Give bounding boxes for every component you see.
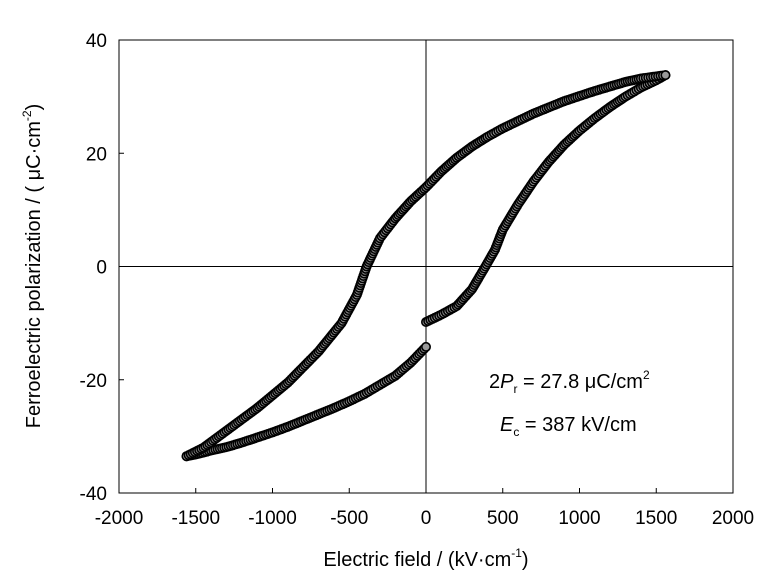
ec-annotation: Ec = 387 kV/cm bbox=[500, 414, 637, 439]
y-tick-label: -20 bbox=[80, 371, 107, 392]
x-axis-label-close: ) bbox=[522, 549, 529, 571]
ec-subscript: c bbox=[513, 425, 519, 439]
lower-left-branch-point bbox=[420, 341, 431, 352]
ec-value: = 387 kV/cm bbox=[519, 414, 636, 436]
y-tick-label: 20 bbox=[86, 144, 107, 165]
pr-subscript: r bbox=[513, 382, 517, 396]
y-tick-label: 40 bbox=[86, 31, 107, 52]
y-axis-label-main: Ferroelectric polarization / ( μC·cm bbox=[23, 121, 45, 428]
x-tick-label: -2000 bbox=[95, 508, 144, 529]
pr-symbol: P bbox=[500, 371, 514, 393]
y-tick-label: -40 bbox=[80, 484, 107, 505]
x-tick-label: -1500 bbox=[171, 508, 220, 529]
y-ticks: -40 -20 0 20 40 bbox=[80, 31, 124, 505]
ec-symbol: E bbox=[500, 414, 514, 436]
y-axis-label-close: ) bbox=[23, 104, 45, 111]
x-axis-label: Electric field / (kV·cm-1) bbox=[323, 546, 528, 571]
y-axis-label-sup: -2 bbox=[20, 110, 34, 121]
x-axis-label-sup: -1 bbox=[511, 546, 522, 560]
x-tick-label: 500 bbox=[487, 508, 519, 529]
x-tick-label: 2000 bbox=[712, 508, 754, 529]
pr-value: = 27.8 μC/cm bbox=[517, 371, 642, 393]
data-points bbox=[181, 70, 671, 462]
x-tick-label: -1000 bbox=[248, 508, 297, 529]
pr-superscript: 2 bbox=[643, 368, 650, 382]
upper-branch-point bbox=[660, 70, 671, 81]
x-tick-label: 1500 bbox=[635, 508, 677, 529]
x-tick-label: 0 bbox=[421, 508, 432, 529]
pr-prefix: 2 bbox=[489, 371, 500, 393]
x-tick-label: 1000 bbox=[558, 508, 600, 529]
y-axis-label: Ferroelectric polarization / ( μC·cm-2) bbox=[20, 104, 45, 429]
x-axis-label-main: Electric field / (kV·cm bbox=[323, 549, 511, 571]
y-tick-label: 0 bbox=[96, 258, 107, 279]
x-tick-label: -500 bbox=[330, 508, 368, 529]
x-ticks: -2000 -1500 -1000 -500 0 500 1000 1500 2000 bbox=[95, 488, 754, 529]
pr-annotation: 2Pr = 27.8 μC/cm2 bbox=[489, 368, 650, 396]
